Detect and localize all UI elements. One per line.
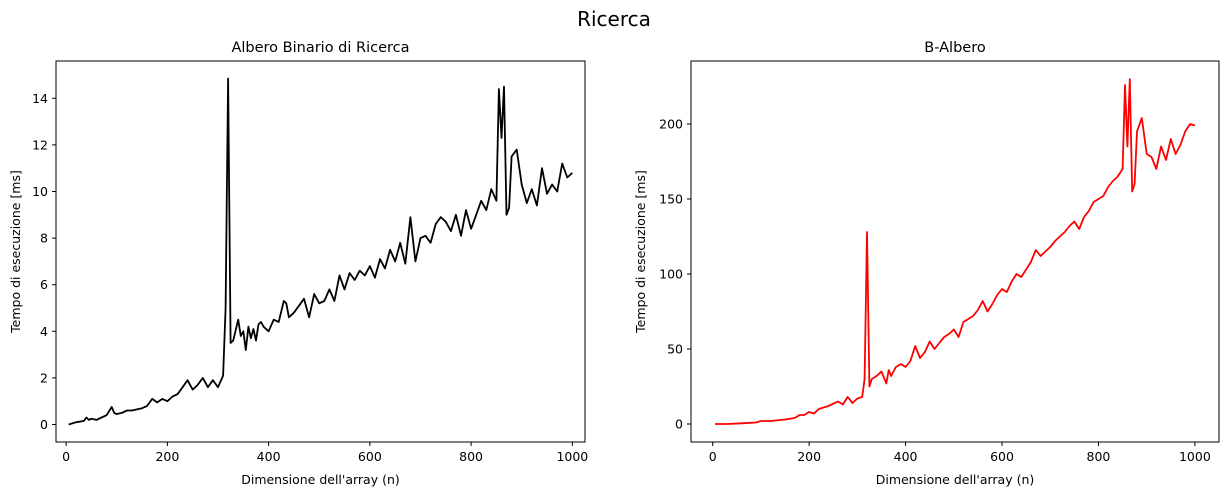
- y-tick-label: 4: [40, 324, 48, 339]
- y-tick-label: 200: [659, 117, 683, 132]
- y-axis-label: Tempo di esecuzione [ms]: [8, 170, 23, 334]
- x-axis-label: Dimensione dell'array (n): [876, 472, 1035, 487]
- y-tick-label: 8: [40, 231, 48, 246]
- x-axis-label: Dimensione dell'array (n): [241, 472, 400, 487]
- data-line: [715, 78, 1196, 425]
- y-tick-label: 10: [32, 184, 48, 199]
- x-tick-label: 400: [894, 449, 918, 464]
- y-tick-label: 50: [667, 342, 683, 357]
- x-tick-label: 0: [709, 449, 717, 464]
- x-tick-label: 0: [62, 449, 70, 464]
- y-tick-label: 12: [32, 137, 48, 152]
- figure-suptitle: Ricerca: [577, 7, 651, 31]
- y-axis-label: Tempo di esecuzione [ms]: [633, 170, 648, 334]
- plot-area: [691, 61, 1219, 442]
- plot-left: Albero Binario di Ricerca 0 200 400 600 800 1…: [8, 40, 588, 487]
- y-tick-label: 2: [40, 370, 48, 385]
- x-tick-label: 600: [990, 449, 1014, 464]
- y-tick-label: 0: [40, 417, 48, 432]
- plot-right: B-Albero 0 200 400 600 800 1000 0 50 100 150 200 D…: [633, 40, 1220, 487]
- plot-frame: [690, 60, 1220, 443]
- x-tick-label: 200: [155, 449, 179, 464]
- plot-title: Albero Binario di Ricerca: [231, 40, 409, 56]
- y-tick-label: 6: [40, 277, 48, 292]
- y-tick-label: 0: [675, 417, 683, 432]
- axis-ticks: 0 200 400 600 800 1000 0 50 100 150 200: [659, 117, 1211, 465]
- axis-ticks: 0 200 400 600 800 1000 0 2 4 6 8 10 12 14: [32, 91, 588, 464]
- x-tick-label: 1000: [556, 449, 588, 464]
- plot-title: B-Albero: [924, 40, 986, 56]
- y-tick-label: 14: [32, 91, 48, 106]
- x-tick-label: 800: [459, 449, 483, 464]
- data-line: [68, 77, 573, 426]
- x-tick-label: 600: [358, 449, 382, 464]
- plot-area: [56, 61, 585, 442]
- plot-frame: [55, 60, 586, 443]
- x-tick-label: 1000: [1179, 449, 1211, 464]
- x-tick-label: 200: [797, 449, 821, 464]
- y-tick-label: 150: [659, 192, 683, 207]
- x-tick-label: 400: [257, 449, 281, 464]
- y-tick-label: 100: [659, 267, 683, 282]
- x-tick-label: 800: [1087, 449, 1111, 464]
